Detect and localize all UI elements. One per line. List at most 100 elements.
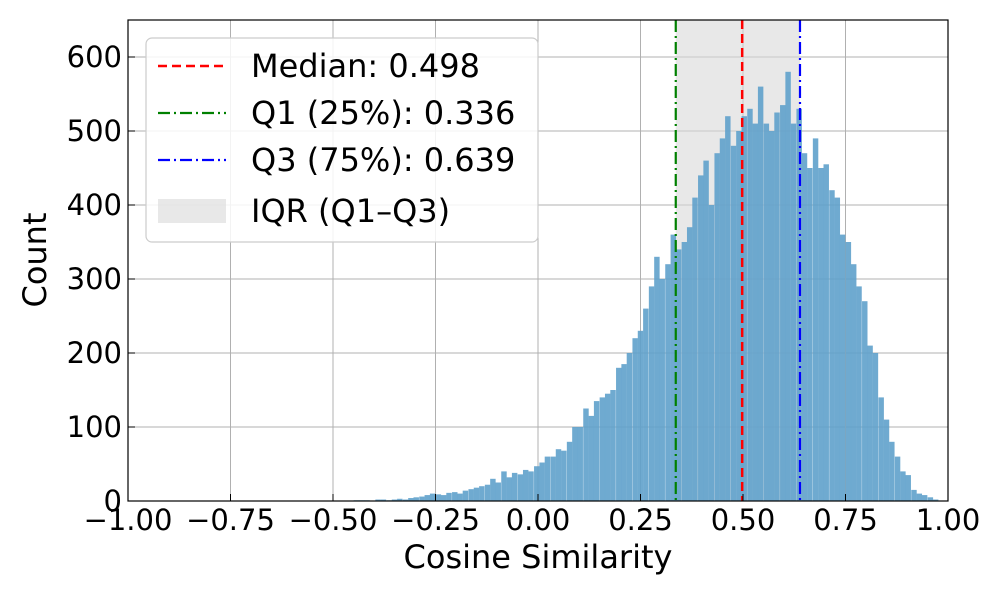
histogram-bar [632, 338, 638, 501]
histogram-bar [747, 108, 753, 502]
x-tick-label: 0.75 [813, 503, 878, 537]
histogram-bar [725, 116, 731, 501]
histogram-bar [479, 486, 485, 501]
histogram-bar [648, 286, 655, 501]
histogram-bar [654, 256, 660, 501]
histogram-bar [517, 474, 524, 501]
histogram-bar [621, 364, 627, 501]
histogram-bar [473, 487, 480, 501]
y-tick-label: 200 [67, 336, 122, 370]
histogram-bar [555, 449, 562, 501]
histogram-bar [408, 498, 414, 501]
histogram-bar [528, 471, 534, 501]
histogram-bar [604, 393, 611, 501]
histogram-bar [380, 499, 387, 501]
histogram-bar [561, 450, 567, 501]
histogram-bar [883, 419, 890, 501]
histogram-bar [757, 86, 764, 501]
x-tick-label: −0.50 [289, 503, 378, 537]
x-tick-label: 0.25 [608, 503, 673, 537]
histogram-bar [900, 471, 906, 501]
histogram-bar [812, 138, 819, 501]
histogram-bar [932, 499, 939, 501]
legend-iqr-label: IQR (Q1–Q3) [251, 192, 450, 230]
histogram-bar [495, 482, 501, 501]
histogram-bar [752, 123, 759, 501]
histogram-bar [801, 153, 808, 501]
histogram-bar [927, 497, 934, 501]
histogram-bar [856, 286, 862, 501]
histogram-bar [796, 108, 802, 502]
histogram-bar [686, 227, 693, 501]
histogram-bar [681, 242, 688, 501]
histogram-bar [452, 492, 458, 501]
histogram-bar [708, 205, 715, 501]
histogram-bar [588, 415, 595, 501]
histogram-bar [834, 197, 841, 501]
histogram-bar [670, 234, 677, 501]
histogram-bar [790, 123, 797, 501]
legend-box [145, 37, 539, 243]
histogram-bar [462, 490, 469, 501]
y-tick-label: 600 [67, 40, 122, 74]
legend-iqr-swatch [158, 199, 226, 223]
histogram-bar [736, 131, 742, 501]
histogram-bar [572, 427, 578, 501]
histogram-bar [446, 492, 452, 501]
histogram-bar [675, 249, 682, 501]
histogram-bar [419, 496, 425, 501]
histogram-bar [424, 495, 431, 501]
histogram-bar [741, 116, 747, 501]
histogram-bar [643, 308, 649, 501]
x-axis-label: Cosine Similarity [404, 538, 673, 576]
histogram-bar [583, 408, 589, 501]
legend-q3-label: Q3 (75%): 0.639 [251, 141, 515, 179]
histogram-bar [878, 397, 884, 501]
histogram-bar [637, 330, 644, 501]
histogram-bar [577, 427, 583, 501]
histogram-bar [862, 301, 868, 501]
histogram-bar [566, 441, 573, 501]
histogram-bar [402, 499, 409, 501]
histogram-bar [550, 456, 556, 501]
histogram-bar [539, 462, 545, 501]
histogram-bar [484, 484, 491, 501]
histogram-bar [429, 493, 436, 501]
histogram-bar [501, 471, 507, 501]
histogram-bar [807, 168, 813, 501]
y-tick-label: 300 [67, 262, 122, 296]
histogram-bar [435, 494, 442, 501]
y-tick-label: 100 [67, 410, 122, 444]
histogram-bar [719, 138, 726, 501]
histogram-bar [921, 495, 928, 501]
histogram-bar [626, 353, 633, 501]
histogram-bar [692, 197, 698, 501]
histogram-bar [911, 489, 917, 501]
histogram-bar [534, 466, 540, 501]
axis-ticks: −1.00 −0.75 −0.50 −0.25 0.00 0.25 0.50 0.75 1.00… [67, 40, 981, 537]
x-tick-label: −0.75 [186, 503, 275, 537]
histogram-bar [375, 499, 381, 501]
histogram-bar [413, 497, 419, 501]
y-axis-label: Count [16, 212, 54, 307]
histogram-bar [823, 164, 829, 502]
histogram-bar [610, 390, 616, 501]
histogram-bar [872, 353, 879, 501]
x-tick-label: −0.25 [391, 503, 480, 537]
legend: Median: 0.498 Q1 (25%): 0.336 Q3 (75%): … [145, 37, 539, 243]
histogram-bar [544, 456, 551, 501]
histogram-bar [889, 441, 895, 501]
histogram-bar [457, 493, 463, 501]
histogram-bar [774, 112, 780, 501]
histogram-bar [867, 345, 873, 501]
x-tick-label: 1.00 [916, 503, 981, 537]
histogram-bar [894, 456, 901, 501]
histogram-bar [730, 145, 737, 502]
histogram-bar [593, 401, 600, 501]
histogram-bar [698, 175, 704, 501]
histogram-bar [845, 242, 852, 501]
y-tick-label: 0 [104, 484, 122, 518]
x-tick-label: −1.00 [84, 503, 173, 537]
histogram-bar [397, 498, 403, 501]
histogram-bar [763, 123, 770, 501]
